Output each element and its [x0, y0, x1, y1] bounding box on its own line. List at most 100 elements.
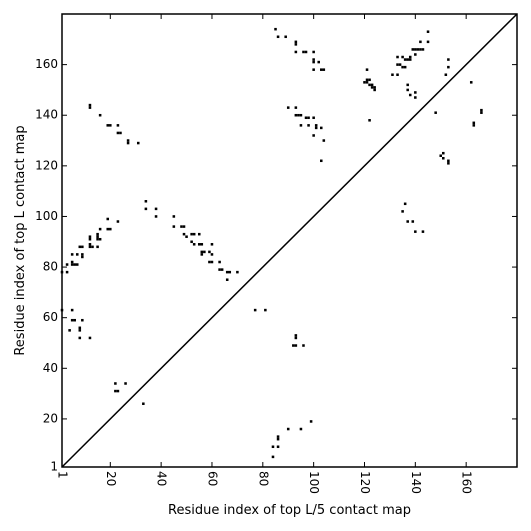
contact-point-upper [312, 116, 315, 120]
contact-point-upper [411, 220, 415, 223]
contact-point-upper [304, 116, 308, 120]
contact-point-lower [294, 334, 298, 337]
contact-point-upper [411, 48, 415, 51]
contact-point-upper [320, 126, 323, 130]
contact-point-lower [192, 243, 196, 246]
contact-point-lower [65, 270, 69, 274]
contact-point-lower [91, 245, 94, 249]
contact-point-upper [320, 159, 323, 163]
contact-point-upper [373, 86, 376, 89]
contact-point-upper [408, 93, 412, 97]
contact-point-lower [70, 308, 74, 312]
contact-point-upper [312, 68, 315, 71]
x-tick-label: 1 [56, 471, 70, 479]
contact-point-upper [373, 88, 376, 92]
y-axis-label: Residue index of top L contact map [13, 125, 28, 355]
contact-point-upper [294, 43, 298, 46]
contact-point-lower [271, 455, 275, 459]
contact-point-upper [442, 156, 445, 160]
contact-point-lower [70, 253, 74, 256]
contact-point-lower [106, 217, 110, 221]
contact-point-upper [370, 86, 374, 89]
contact-point-lower [200, 250, 204, 254]
contact-point-lower [78, 245, 82, 249]
contact-point-upper [403, 58, 407, 61]
contact-point-upper [109, 124, 112, 127]
x-tick-label: 120 [358, 471, 372, 494]
contact-point-lower [116, 389, 120, 393]
x-tick-label: 20 [104, 471, 118, 486]
contact-point-lower [154, 215, 158, 218]
contact-point-upper [472, 124, 476, 127]
contact-point-lower [309, 420, 313, 423]
contact-point-lower [98, 237, 102, 241]
contact-point-upper [401, 65, 404, 69]
contact-point-lower [197, 232, 201, 236]
contact-point-upper [447, 162, 450, 165]
contact-point-upper [312, 134, 315, 137]
x-tick-label: 60 [205, 471, 219, 486]
contact-point-lower [236, 270, 239, 274]
contact-point-upper [426, 40, 430, 44]
y-tick-label: 60 [43, 310, 58, 324]
contact-point-upper [317, 60, 320, 64]
contact-point-upper [98, 113, 102, 117]
contact-point-lower [114, 389, 117, 393]
contact-point-upper [365, 68, 369, 71]
contact-point-lower [81, 255, 84, 259]
contact-point-lower [264, 308, 267, 312]
contact-point-upper [294, 40, 298, 44]
contact-point-upper [398, 63, 402, 66]
contact-point-upper [368, 83, 371, 87]
contact-point-lower [210, 243, 214, 246]
contact-point-upper [403, 202, 407, 206]
contact-point-upper [447, 65, 450, 69]
contact-point-lower [78, 326, 82, 330]
contact-point-upper [480, 111, 483, 114]
contact-point-upper [284, 35, 287, 39]
contact-point-upper [414, 96, 417, 99]
contact-point-upper [299, 113, 303, 117]
contact-point-upper [421, 230, 425, 233]
y-tick-label: 1 [50, 460, 58, 474]
contact-point-lower [70, 318, 74, 322]
contact-point-lower [192, 232, 196, 236]
points-layer [60, 27, 483, 459]
contact-point-lower [182, 225, 186, 228]
contact-point-upper [304, 50, 308, 54]
contact-point-lower [172, 225, 176, 228]
y-tick-label: 80 [43, 260, 58, 274]
contact-point-upper [480, 108, 483, 112]
x-tick-label: 100 [307, 471, 321, 494]
contact-point-lower [70, 263, 74, 266]
contact-point-lower [271, 445, 275, 449]
contact-point-lower [88, 235, 92, 238]
contact-point-lower [116, 220, 120, 223]
contact-point-upper [401, 210, 404, 213]
contact-point-lower [218, 268, 221, 271]
contact-point-lower [225, 278, 229, 281]
contact-point-lower [182, 232, 186, 236]
contact-point-upper [126, 141, 130, 145]
contact-point-lower [197, 243, 201, 246]
contact-point-upper [126, 139, 130, 142]
contact-point-upper [302, 50, 305, 54]
contact-point-upper [274, 27, 277, 31]
contact-point-lower [142, 402, 145, 405]
contact-point-lower [114, 382, 117, 385]
contact-point-lower [210, 260, 214, 264]
contact-point-upper [136, 141, 140, 145]
contact-point-upper [391, 73, 394, 76]
contact-point-upper [286, 106, 290, 109]
contact-point-upper [447, 58, 450, 61]
contact-point-upper [408, 58, 412, 61]
contact-point-lower [253, 308, 257, 312]
contact-point-lower [124, 382, 127, 385]
contact-point-lower [225, 270, 229, 274]
contact-point-upper [368, 78, 371, 82]
contact-point-upper [314, 126, 318, 130]
y-tick-label: 120 [35, 158, 58, 172]
contact-point-upper [106, 124, 110, 127]
contact-point-lower [228, 270, 232, 274]
